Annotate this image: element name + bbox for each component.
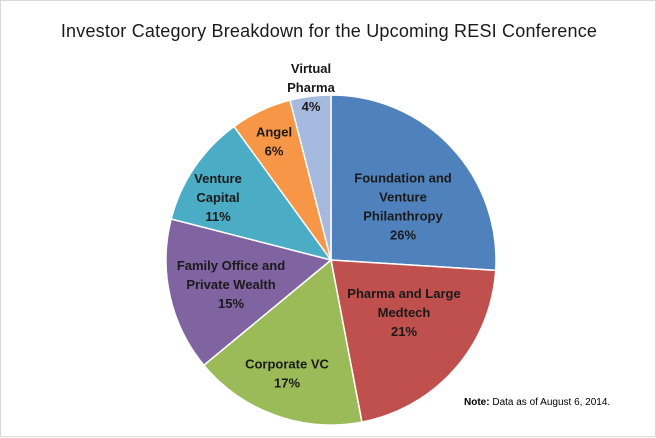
slice-name-label: Pharma and Large xyxy=(347,286,460,301)
slice-name-label: Virtual xyxy=(291,61,331,76)
slice-value-label: 17% xyxy=(274,376,300,391)
data-note: Note: Data as of August 6, 2014. xyxy=(464,397,610,408)
slice-value-label: 15% xyxy=(218,296,244,311)
slice-name-label: Philanthropy xyxy=(363,209,443,224)
slice-name-label: Family Office and xyxy=(177,258,285,273)
slice-value-label: 4% xyxy=(302,99,321,114)
pie-slice-4 xyxy=(170,125,333,262)
slice-label-5: Angel 6% xyxy=(256,125,292,159)
pie-slice-3 xyxy=(165,218,333,367)
slice-name-label: Venture xyxy=(379,190,427,205)
pie-slice-1 xyxy=(330,259,497,423)
slice-name-label: Foundation and xyxy=(354,171,452,186)
slice-name-label: Corporate VC xyxy=(245,357,329,372)
slice-name-label: Medtech xyxy=(378,305,431,320)
pie-slice-6 xyxy=(289,94,332,261)
slice-value-label: 11% xyxy=(205,209,231,224)
slice-name-label: Venture xyxy=(194,171,242,186)
note-text: Data as of August 6, 2014. xyxy=(492,397,611,408)
note-prefix: Note: xyxy=(464,397,490,408)
slice-name-label: Private Wealth xyxy=(186,277,275,292)
chart-title: Investor Category Breakdown for the Upco… xyxy=(60,21,598,41)
slice-name-label: Pharma xyxy=(287,80,335,95)
slice-label-1: Pharma and Large Medtech 21% xyxy=(347,286,460,339)
slice-value-label: 26% xyxy=(390,228,416,243)
slice-name-label: Angel xyxy=(256,125,292,140)
pie-slice-0 xyxy=(330,94,497,272)
slice-label-2: Corporate VC 17% xyxy=(245,357,329,391)
slice-value-label: 6% xyxy=(265,144,284,159)
slice-name-label: Capital xyxy=(196,190,239,205)
pie-slice-2 xyxy=(202,258,363,426)
slice-label-4: Venture Capital 11% xyxy=(194,171,242,224)
slice-label-0: Foundation and Venture Philanthropy 26% xyxy=(354,171,452,243)
slice-value-label: 21% xyxy=(391,324,417,339)
slice-label-6: Virtual Pharma 4% xyxy=(287,61,335,114)
slice-label-3: Family Office and Private Wealth 15% xyxy=(177,258,285,311)
